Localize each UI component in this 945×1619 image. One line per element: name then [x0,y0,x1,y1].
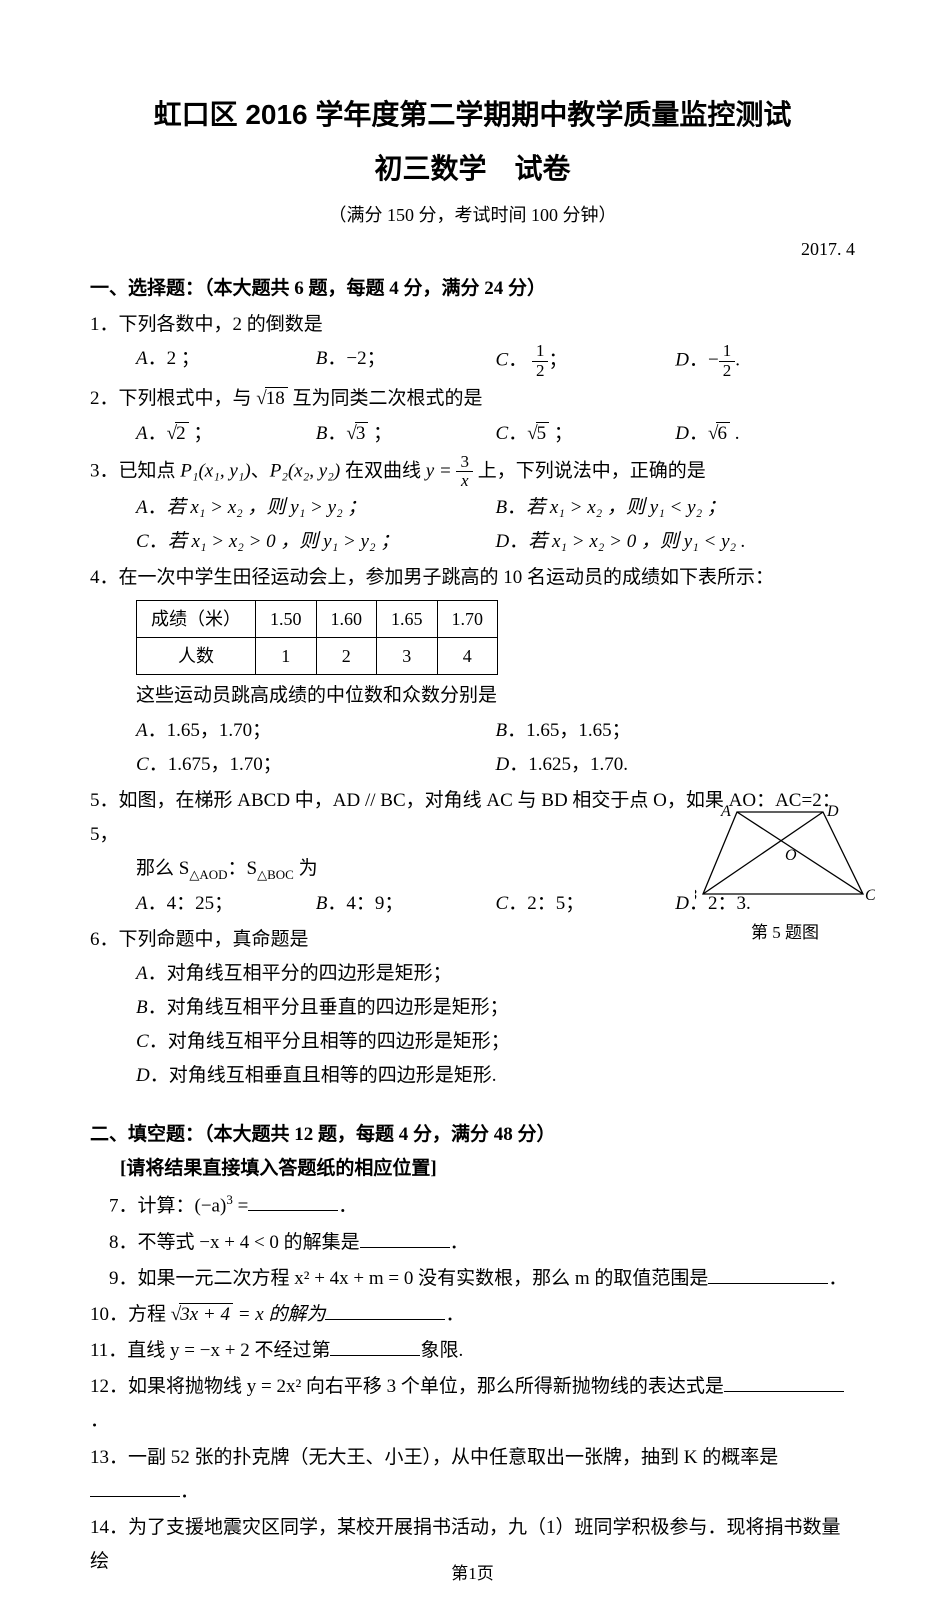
title-line-2: 初三数学 试卷 [90,144,855,194]
q4-choices: A．1.65，1.70； B．1.65，1.65； C．1.675，1.70； … [136,714,855,782]
q1-choices: A．2 ； B．−2； C． 12； D．−12. [136,342,855,380]
frac-icon: 12 [719,342,736,380]
q2-choice-d: D．√6 . [675,417,855,451]
section-1-heading: 一、选择题：（本大题共 6 题，每题 4 分，满分 24 分） [90,272,855,306]
q3-choice-a: A．若 x₁ > x₂ ，则 y₁ > y₂ ； [136,491,496,525]
subtitle: （满分 150 分，考试时间 100 分钟） [90,199,855,231]
section-2-heading: 二、填空题：（本大题共 12 题，每题 4 分，满分 48 分） [90,1118,855,1152]
exam-date: 2017. 4 [90,233,855,265]
blank-icon [330,1336,420,1356]
svg-text:B: B [695,887,697,904]
page: 虹口区 2016 学年度第二学期期中教学质量监控测试 初三数学 试卷 （满分 1… [0,0,945,1619]
svg-text:C: C [865,887,875,904]
title-line-1: 虹口区 2016 学年度第二学期期中教学质量监控测试 [90,90,855,140]
q12: 12．如果将抛物线 y = 2x² 向右平移 3 个单位，那么所得新抛物线的表达… [90,1370,855,1438]
blank-icon [360,1228,450,1248]
q6-choice-c: C．对角线互相平分且相等的四边形是矩形； [136,1025,855,1059]
q4-post: 这些运动员跳高成绩的中位数和众数分别是 [136,679,855,713]
q3-choice-d: D．若 x₁ > x₂ > 0 ，则 y₁ < y₂ . [496,525,856,559]
q1-choice-d: D．−12. [675,342,855,380]
q1-choice-a: A．2 ； [136,342,316,380]
blank-icon [248,1191,338,1211]
q3-choices: A．若 x₁ > x₂ ，则 y₁ > y₂ ； B．若 x₁ > x₂ ，则 … [136,491,855,559]
sqrt-icon: √6 [708,417,730,451]
q2-choice-a: A．√2 ； [136,417,316,451]
svg-text:O: O [785,847,797,864]
q10: 10．方程 √3x + 4 = x 的解为． [90,1298,855,1332]
q2-choice-c: C．√5 ； [496,417,676,451]
q2-stem: 2．下列根式中，与 √18 互为同类二次根式的是 [90,382,855,416]
q5-figure: A D B C O 第 5 题图 [695,804,875,949]
blank-icon [90,1477,180,1497]
blank-icon [325,1300,445,1320]
svg-text:A: A [720,804,731,820]
blank-icon [708,1264,828,1284]
sqrt-icon: √2 [167,417,189,451]
sqrt-icon: √3 [346,417,368,451]
sqrt-icon: √5 [527,417,549,451]
q6-choice-d: D．对角线互相垂直且相等的四边形是矩形. [136,1059,855,1093]
q4-table: 成绩（米） 1.50 1.60 1.65 1.70 人数 1 2 3 4 [136,600,498,676]
q1-choice-c: C． 12； [496,342,676,380]
page-footer: 第1页 [0,1559,945,1590]
q3-choice-c: C．若 x₁ > x₂ > 0 ，则 y₁ > y₂ ； [136,525,496,559]
sqrt-icon: √3x + 4 [171,1298,233,1332]
q2-choice-b: B．√3 ； [316,417,496,451]
q5-choice-a: A．4：25； [136,887,316,921]
q1-stem: 1．下列各数中，2 的倒数是 [90,308,855,342]
blank-icon [724,1372,844,1392]
q9: 9．如果一元二次方程 x² + 4x + m = 0 没有实数根，那么 m 的取… [90,1262,855,1296]
q11: 11．直线 y = −x + 2 不经过第象限. [90,1334,855,1368]
frac-icon: 3x [456,453,473,491]
table-row: 成绩（米） 1.50 1.60 1.65 1.70 [137,600,498,637]
q5-figure-caption: 第 5 题图 [695,918,875,949]
q6-choice-b: B．对角线互相平分且垂直的四边形是矩形； [136,991,855,1025]
table-row: 人数 1 2 3 4 [137,638,498,675]
q4-choice-c: C．1.675，1.70； [136,748,496,782]
q2-choices: A．√2 ； B．√3 ； C．√5 ； D．√6 . [136,417,855,451]
q4-choice-d: D．1.625，1.70. [496,748,856,782]
q8: 8．不等式 −x + 4 < 0 的解集是． [90,1226,855,1260]
q5-choice-b: B．4：9； [316,887,496,921]
q4-choice-b: B．1.65，1.65； [496,714,856,748]
trapezoid-icon: A D B C O [695,804,875,904]
q6-choice-a: A．对角线互相平分的四边形是矩形； [136,957,855,991]
frac-icon: 12 [532,342,549,380]
q1-choice-b: B．−2； [316,342,496,380]
section-2-subheading: [请将结果直接填入答题纸的相应位置] [120,1152,855,1186]
svg-text:D: D [826,804,839,820]
q7: 7．计算：(−a)3 =． [90,1188,855,1224]
q3-stem: 3．已知点 P₁(x₁, y₁)、P₂(x₂, y₂) 在双曲线 y = 3x … [90,453,855,491]
q5-choice-c: C．2：5； [496,887,676,921]
q3-choice-b: B．若 x₁ > x₂ ，则 y₁ < y₂ ； [496,491,856,525]
q4-choice-a: A．1.65，1.70； [136,714,496,748]
sqrt-icon: √18 [256,382,287,416]
q13: 13．一副 52 张的扑克牌（无大王、小王），从中任意取出一张牌，抽到 K 的概… [90,1441,855,1509]
q4-stem: 4．在一次中学生田径运动会上，参加男子跳高的 10 名运动员的成绩如下表所示： [90,561,855,595]
